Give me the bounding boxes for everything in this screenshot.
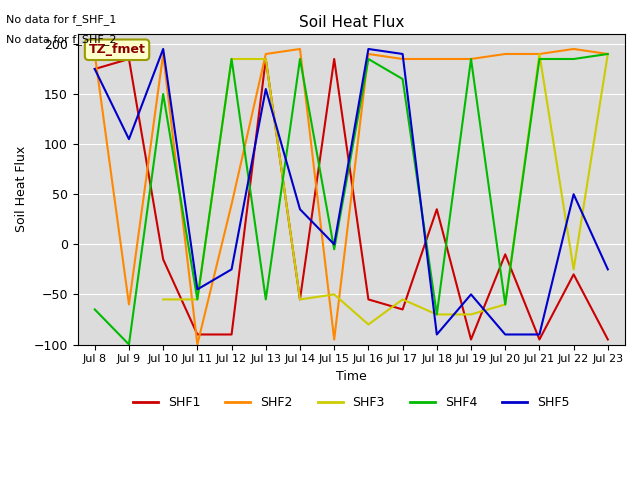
- Title: Soil Heat Flux: Soil Heat Flux: [299, 15, 404, 30]
- Legend: SHF1, SHF2, SHF3, SHF4, SHF5: SHF1, SHF2, SHF3, SHF4, SHF5: [128, 391, 575, 414]
- Text: No data for f_SHF_1: No data for f_SHF_1: [6, 14, 116, 25]
- Y-axis label: Soil Heat Flux: Soil Heat Flux: [15, 146, 28, 232]
- Text: TZ_fmet: TZ_fmet: [88, 43, 145, 56]
- Text: No data for f_SHF_2: No data for f_SHF_2: [6, 34, 117, 45]
- X-axis label: Time: Time: [336, 370, 367, 383]
